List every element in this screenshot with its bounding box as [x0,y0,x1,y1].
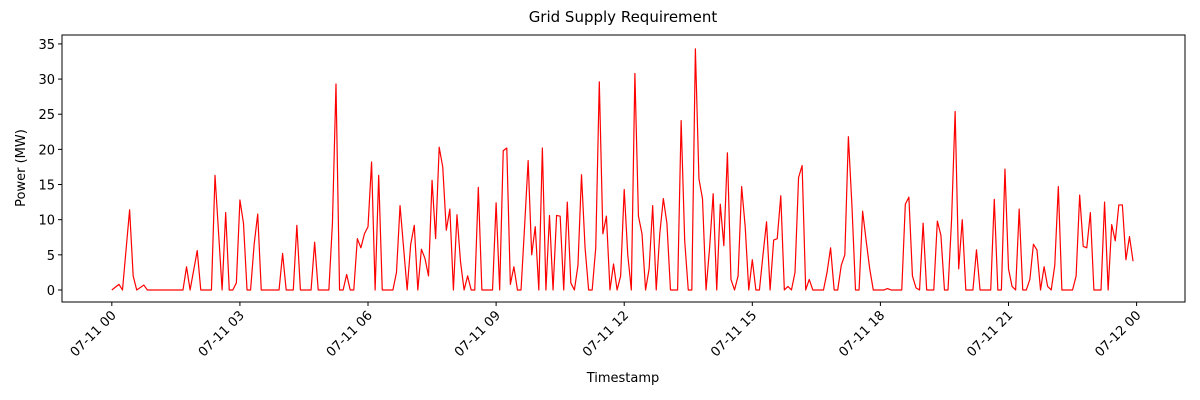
y-tick-label: 10 [38,214,55,229]
y-tick-label: 25 [38,108,55,123]
y-tick-label: 5 [47,249,55,264]
chart-title: Grid Supply Requirement [529,8,718,26]
x-tick-label: 07-11 12 [580,308,632,360]
y-axis-label: Power (MW) [14,129,29,207]
plot-frame [61,34,1186,303]
y-tick-label: 15 [38,179,55,194]
x-tick-label: 07-12 00 [1092,308,1144,360]
x-tick-label: 07-11 21 [964,308,1016,360]
x-tick-label: 07-11 09 [452,308,504,360]
x-tick-label: 07-11 06 [324,308,376,360]
y-tick-label: 30 [38,73,55,88]
y-tick-label: 35 [38,38,55,53]
x-tick-label: 07-11 03 [196,308,248,360]
x-tick-label: 07-11 18 [836,308,888,360]
x-tick-label: 07-11 00 [68,308,120,360]
data-line [111,48,1134,291]
y-tick-label: 20 [38,143,55,158]
y-tick-label: 0 [47,284,55,299]
x-axis-label: Timestamp [586,371,660,386]
x-tick-label: 07-11 15 [708,308,760,360]
